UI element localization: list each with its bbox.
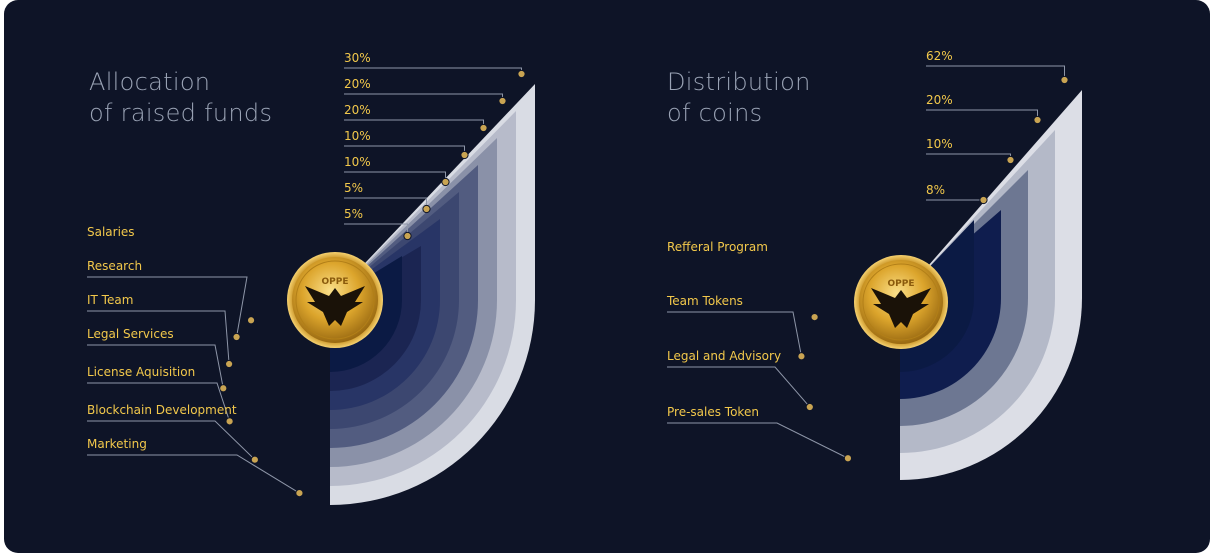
distribution-value-leader-legal-and-advisory [926,109,1038,120]
allocation-value-label-marketing: 30% [344,51,371,65]
distribution-value-label-refferal-program: 8% [926,183,945,197]
allocation-category-dot-blockchain-development [250,455,259,464]
distribution-category-label-pre-sales-token: Pre-sales Token [667,405,759,419]
charts-svg: 5% 5% 10% 10% 20% 20% 30% Salaries Research IT Te… [87,49,1082,505]
allocation-value-dot-salaries [403,231,412,241]
allocation-category-label-marketing: Marketing [87,437,147,451]
distribution-value-label-legal-and-advisory: 20% [926,93,953,107]
allocation-value-label-legal-services: 10% [344,129,371,143]
distribution-category-dot-refferal-program [810,312,819,322]
allocation-coin-text: OPPE [322,277,349,287]
distribution-coin-inner-ring [862,263,940,341]
allocation-value-dot-research [422,204,431,214]
allocation-category-leader-it-team [87,310,230,365]
distribution-category-leader-pre-sales-token [667,422,849,459]
distribution-value-dot-team-tokens [1006,155,1015,165]
allocation-value-leader-blockchain-development [344,93,503,101]
distribution-value-label-pre-sales-token: 62% [926,49,953,63]
allocation-category-label-salaries: Salaries [87,225,135,239]
allocation-category-dot-research [232,332,241,342]
allocation-category-dot-legal-services [219,384,228,393]
allocation-value-dot-marketing [517,69,526,79]
allocation-chart: 5% 5% 10% 10% 20% 20% 30% Salaries Research IT Te… [87,51,535,505]
distribution-eagle-icon [871,288,931,328]
distribution-category-dot-team-tokens [797,352,806,361]
allocation-title-line-1: Allocation [89,68,211,96]
distribution-category-leader-team-tokens [667,311,802,357]
distribution-category-label-refferal-program: Refferal Program [667,240,768,254]
allocation-category-label-research: Research [87,259,142,273]
distribution-value-dot-legal-and-advisory [1033,115,1042,125]
allocation-value-dot-license-aquisition [479,123,488,133]
distribution-category-label-legal-and-advisory: Legal and Advisory [667,349,781,363]
allocation-category-dot-marketing [295,488,304,498]
allocation-value-label-research: 5% [344,181,363,195]
allocation-value-leader-legal-services [344,145,465,155]
allocation-category-dot-license-aquisition [225,417,234,426]
allocation-value-label-blockchain-development: 20% [344,77,371,91]
allocation-category-leader-legal-services [87,344,224,389]
allocation-category-dot-it-team [225,359,234,369]
allocation-category-leader-license-aquisition [87,382,231,422]
distribution-title-line-2: of coins [667,99,763,127]
allocation-title: Allocation of raised funds [89,67,272,129]
distribution-title-line-1: Distribution [667,68,811,96]
distribution-category-dot-legal-and-advisory [805,402,814,412]
distribution-value-dot-pre-sales-token [1060,75,1069,85]
distribution-value-leader-pre-sales-token [926,65,1065,80]
distribution-value-leader-team-tokens [926,153,1011,160]
distribution-chart: 8% 10% 20% 62% Refferal Program Team Tokens Le… [666,49,1082,480]
distribution-title: Distribution of coins [667,67,811,129]
allocation-value-label-salaries: 5% [344,207,363,221]
allocation-coin-logo: OPPE [287,252,383,348]
allocation-value-label-license-aquisition: 20% [344,103,371,117]
allocation-category-dot-salaries [246,316,256,325]
allocation-category-label-it-team: IT Team [87,293,133,307]
allocation-value-dot-blockchain-development [498,96,507,106]
allocation-value-leader-marketing [344,67,522,74]
tokenomics-card: Allocation of raised funds Distribution … [4,0,1210,553]
distribution-category-leader-legal-and-advisory [667,366,811,408]
allocation-value-dot-it-team [441,177,450,187]
allocation-title-line-2: of raised funds [89,99,273,127]
distribution-coin-logo: OPPE [854,255,948,349]
allocation-category-leader-blockchain-development [87,420,256,461]
allocation-value-leader-license-aquisition [344,119,484,128]
distribution-category-dot-pre-sales-token [843,454,853,463]
allocation-category-label-license-aquisition: License Aquisition [87,365,195,379]
allocation-category-leader-marketing [87,454,300,494]
allocation-value-dot-legal-services [460,150,469,160]
allocation-category-label-blockchain-development: Blockchain Development [87,403,237,417]
distribution-coin-text: OPPE [888,279,915,289]
allocation-value-label-it-team: 10% [344,155,371,169]
allocation-eagle-icon [305,286,365,326]
allocation-category-label-legal-services: Legal Services [87,327,174,341]
distribution-category-label-team-tokens: Team Tokens [666,294,743,308]
distribution-value-dot-refferal-program [979,195,988,205]
allocation-category-leader-research [87,276,248,338]
allocation-coin-inner-ring [295,260,375,340]
distribution-value-label-team-tokens: 10% [926,137,953,151]
